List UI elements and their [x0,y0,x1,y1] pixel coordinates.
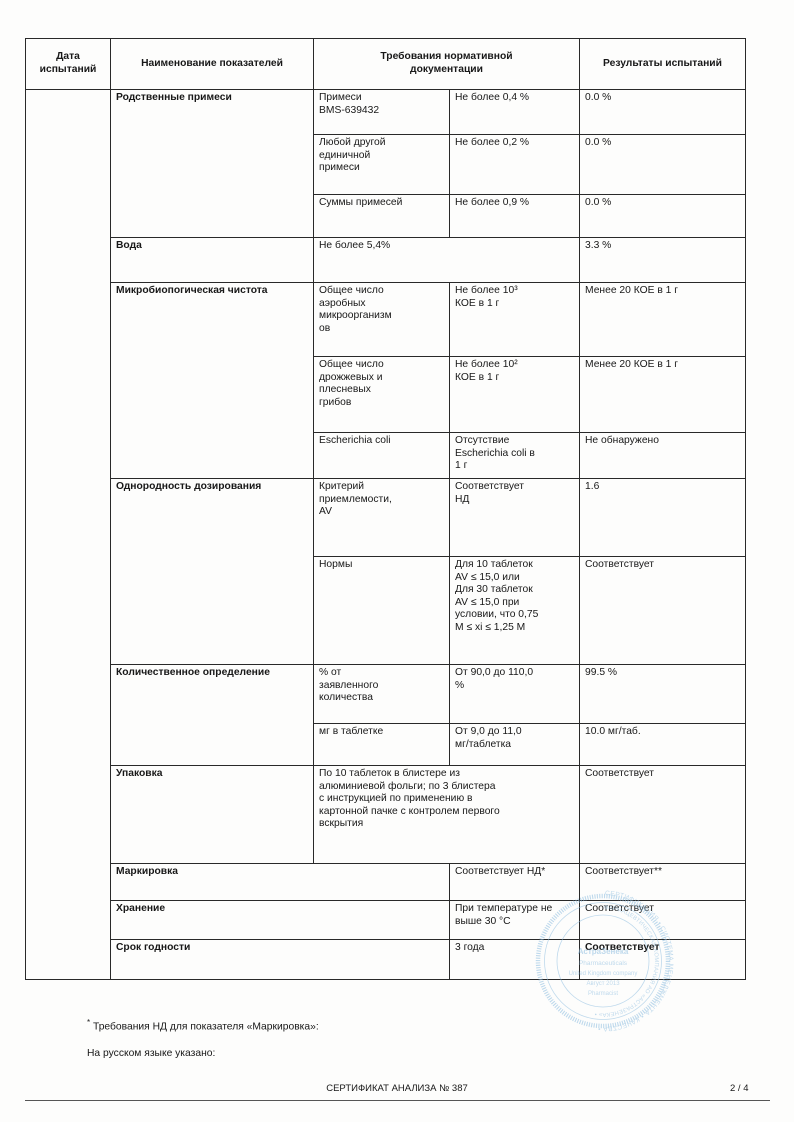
svg-text:Август 2013: Август 2013 [586,981,620,987]
svg-text:Pharmacist: Pharmacist [588,991,618,997]
svg-text:United Kingdom company: United Kingdom company [569,971,638,977]
svg-text:АстраЗенека: АстраЗенека [578,947,629,956]
svg-text:Pharmaceuticals: Pharmaceuticals [579,960,628,967]
